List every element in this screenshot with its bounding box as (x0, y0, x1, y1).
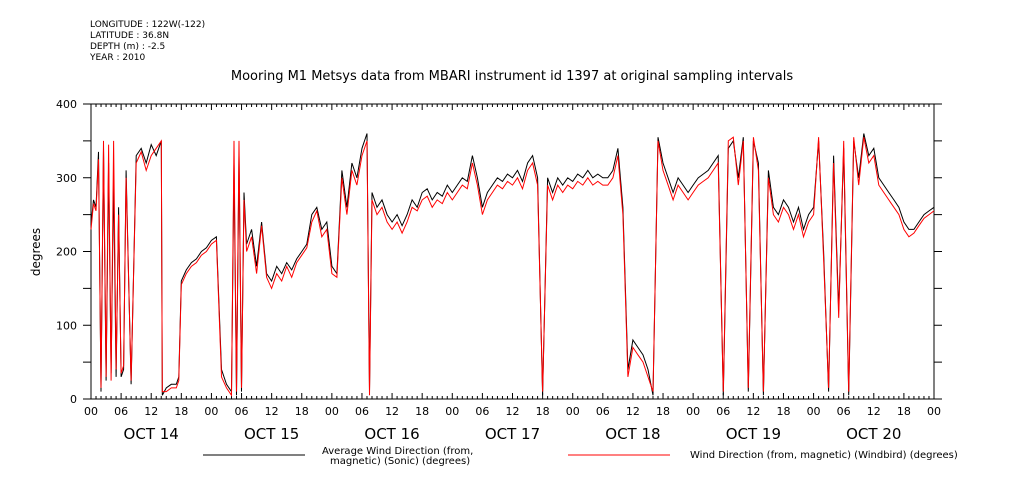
longitude-text: LONGITUDE : 122W(-122) (90, 20, 206, 30)
latitude-text: LATITUDE : 36.8N (90, 31, 170, 41)
x-tick-label: 18 (897, 405, 911, 418)
x-tick-label: 00 (204, 405, 218, 418)
x-tick-label: 18 (656, 405, 670, 418)
x-tick-label: 18 (295, 405, 309, 418)
x-tick-label: 00 (84, 405, 98, 418)
x-tick-label: 06 (475, 405, 489, 418)
legend-label-sonic-line1: Average Wind Direction (from, (322, 446, 473, 457)
x-tick-label: 18 (536, 405, 550, 418)
x-day-label: OCT 16 (364, 425, 419, 443)
x-tick-label: 12 (265, 405, 279, 418)
x-day-label: OCT 18 (605, 425, 660, 443)
x-tick-label: 00 (927, 405, 941, 418)
depth-text: DEPTH (m) : -2.5 (90, 42, 166, 52)
series-windbird-line (90, 136, 935, 397)
x-day-label: OCT 15 (244, 425, 299, 443)
x-tick-label: 06 (596, 405, 610, 418)
x-tick-label: 06 (355, 405, 369, 418)
x-day-label: OCT 17 (485, 425, 540, 443)
x-tick-label: 12 (626, 405, 640, 418)
y-tick-label: 0 (70, 393, 77, 406)
y-tick-label: 100 (56, 319, 77, 332)
year-text: YEAR : 2010 (90, 53, 146, 63)
axis-ticks: 00 06 12 18 00 06 12 18 00 06 12 18 00 06 12 18 00 06 12 18… (56, 98, 942, 443)
x-tick-label: 12 (385, 405, 399, 418)
legend-label-windbird: Wind Direction (from, magnetic) (Windbir… (690, 450, 958, 461)
x-tick-label: 12 (746, 405, 760, 418)
x-tick-label: 06 (716, 405, 730, 418)
chart-title: Mooring M1 Metsys data from MBARI instru… (231, 69, 793, 84)
x-tick-label: 06 (837, 405, 851, 418)
x-day-label: OCT 19 (726, 425, 781, 443)
y-tick-label: 300 (56, 172, 77, 185)
mooring-metadata: LONGITUDE : 122W(-122) LATITUDE : 36.8N … (90, 20, 205, 64)
x-tick-label: 18 (174, 405, 188, 418)
x-tick-label: 18 (776, 405, 790, 418)
x-day-label: OCT 20 (846, 425, 901, 443)
x-tick-label: 00 (807, 405, 821, 418)
x-tick-label: 12 (506, 405, 520, 418)
legend: Average Wind Direction (from, magnetic) … (203, 446, 958, 467)
x-tick-label: 00 (445, 405, 459, 418)
series-layer (90, 133, 935, 397)
x-tick-label: 06 (114, 405, 128, 418)
x-tick-label: 00 (686, 405, 700, 418)
x-tick-label: 18 (415, 405, 429, 418)
series-sonic-line (90, 133, 935, 396)
y-axis-label: degrees (29, 228, 43, 276)
y-tick-label: 200 (56, 246, 77, 259)
x-tick-label: 00 (566, 405, 580, 418)
x-day-label: OCT 14 (124, 425, 179, 443)
legend-label-sonic-line2: magnetic) (Sonic) (degrees) (330, 456, 470, 467)
x-tick-label: 00 (325, 405, 339, 418)
y-tick-label: 400 (56, 98, 77, 111)
x-tick-label: 12 (867, 405, 881, 418)
x-tick-label: 06 (235, 405, 249, 418)
x-tick-label: 12 (144, 405, 158, 418)
